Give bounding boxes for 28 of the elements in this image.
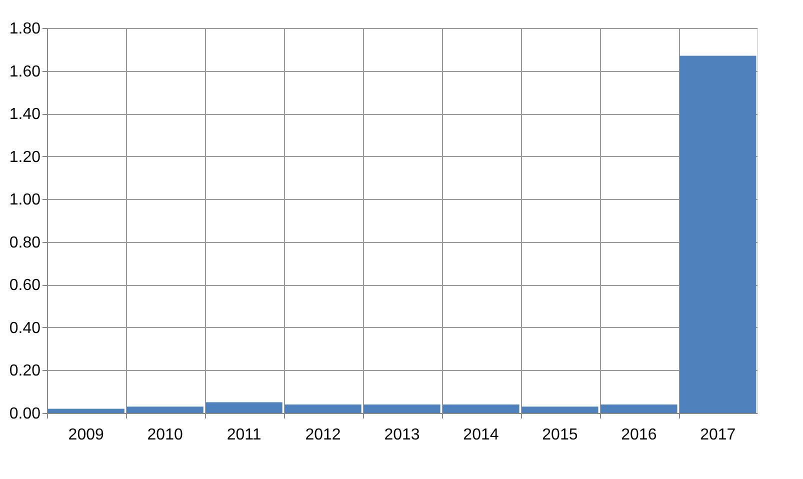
- bar: [680, 56, 756, 413]
- y-tick-label: 0.80: [9, 234, 41, 252]
- bar: [364, 404, 440, 413]
- y-tick-label: 0.20: [9, 362, 41, 380]
- x-tick-label: 2012: [305, 426, 341, 444]
- bar: [126, 406, 204, 413]
- bar: [48, 408, 124, 413]
- y-tick-label: 1.80: [9, 20, 41, 38]
- x-tick-label: 2009: [68, 426, 104, 444]
- y-tick-label: 0.00: [9, 406, 41, 422]
- x-tick-label: 2015: [542, 426, 578, 444]
- y-tick-label: 0.40: [9, 320, 41, 337]
- x-tick-label: 2016: [621, 426, 657, 444]
- bar: [442, 404, 520, 413]
- x-tick-label: 2011: [226, 426, 262, 444]
- bar: [284, 404, 362, 413]
- x-tick-label: 2010: [147, 426, 183, 444]
- y-tick-label: 1.00: [9, 192, 41, 209]
- x-tick-label: 2014: [463, 426, 499, 444]
- x-tick-label: 2017: [700, 426, 736, 444]
- bar: [600, 404, 678, 413]
- y-tick-label: 0.60: [9, 277, 41, 294]
- y-tick-label: 1.40: [9, 106, 41, 124]
- bar: [206, 402, 282, 413]
- y-tick-label: 1.20: [9, 148, 41, 166]
- bar: [522, 406, 598, 413]
- y-tick-label: 1.60: [9, 63, 41, 80]
- x-tick-label: 2013: [384, 426, 420, 444]
